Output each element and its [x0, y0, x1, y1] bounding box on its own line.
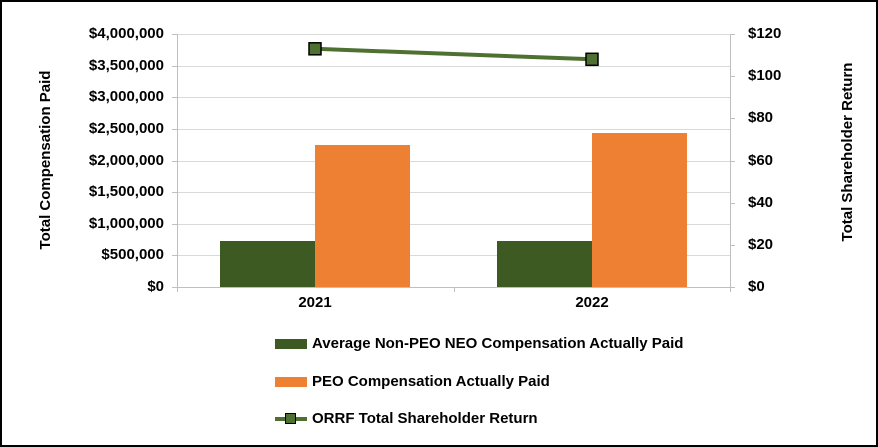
left-axis-tick-label: $1,500,000	[88, 183, 164, 200]
left-axis-tick-label: $2,500,000	[88, 120, 164, 137]
gridline	[177, 161, 730, 162]
right-axis-tick	[730, 118, 735, 119]
legend-marker	[285, 413, 296, 424]
gridline	[177, 34, 730, 35]
right-axis-tick-label: $80	[748, 109, 774, 126]
x-axis-tick-label: 2022	[575, 294, 609, 311]
left-axis-tick-label: $2,000,000	[88, 152, 164, 169]
right-axis-tick-label: $20	[748, 236, 774, 253]
gridline	[177, 224, 730, 225]
left-axis-tick	[172, 161, 177, 162]
left-axis-tick-label: $3,000,000	[88, 88, 164, 105]
left-axis-tick	[172, 255, 177, 256]
right-axis-tick	[730, 161, 735, 162]
right-axis-tick-label: $60	[748, 152, 774, 169]
left-axis-tick-label: $1,000,000	[88, 215, 164, 232]
left-axis-tick	[172, 224, 177, 225]
left-axis-tick	[172, 66, 177, 67]
right-axis-tick	[730, 245, 735, 246]
right-axis-tick	[730, 34, 735, 35]
legend-swatch-green-bar	[275, 339, 307, 349]
gridline	[177, 255, 730, 256]
left-axis-tick	[172, 34, 177, 35]
x-axis-tick	[454, 287, 455, 292]
right-axis-tick	[730, 287, 735, 288]
left-axis-tick-label: $0	[147, 278, 164, 295]
right-axis-tick	[730, 203, 735, 204]
bar-non-peo-2021	[220, 240, 315, 287]
x-axis-tick	[177, 287, 178, 292]
bar-non-peo-2022	[497, 241, 592, 287]
legend-label: PEO Compensation Actually Paid	[312, 372, 550, 390]
x-axis-tick	[730, 287, 731, 292]
right-axis-tick	[730, 76, 735, 77]
x-axis-tick-label: 2021	[298, 294, 332, 311]
tsr-marker-2021	[308, 42, 322, 56]
left-axis-tick	[172, 287, 177, 288]
gridline	[177, 66, 730, 67]
left-axis-tick	[172, 192, 177, 193]
right-axis-tick-label: $120	[748, 25, 782, 42]
legend-item-3: ORRF Total Shareholder Return	[275, 411, 538, 427]
legend-swatch-line-marker	[275, 412, 307, 426]
gridline	[177, 129, 730, 130]
tsr-line	[314, 46, 593, 62]
right-axis-tick-label: $0	[748, 278, 765, 295]
left-axis-line	[177, 34, 178, 288]
left-axis-tick-label: $500,000	[101, 246, 164, 263]
right-axis-tick-label: $40	[748, 194, 774, 211]
tsr-marker-2022	[585, 52, 599, 67]
left-axis-tick	[172, 129, 177, 130]
left-axis-tick-label: $3,500,000	[88, 57, 164, 74]
left-axis-tick-label: $4,000,000	[88, 25, 164, 42]
bar-peo-2021	[315, 145, 410, 287]
right-axis-line	[730, 34, 731, 288]
legend-swatch-orange-bar	[275, 376, 307, 387]
legend-label: Average Non-PEO NEO Compensation Actuall…	[312, 335, 684, 352]
legend-item-2: PEO Compensation Actually Paid	[275, 372, 550, 390]
bar-peo-2022	[592, 132, 687, 287]
legend-label: ORRF Total Shareholder Return	[312, 410, 538, 427]
gridline	[177, 97, 730, 98]
left-axis-tick	[172, 97, 177, 98]
legend-item-1: Average Non-PEO NEO Compensation Actuall…	[275, 336, 683, 352]
gridline	[177, 192, 730, 193]
right-axis-tick-label: $100	[748, 67, 782, 84]
